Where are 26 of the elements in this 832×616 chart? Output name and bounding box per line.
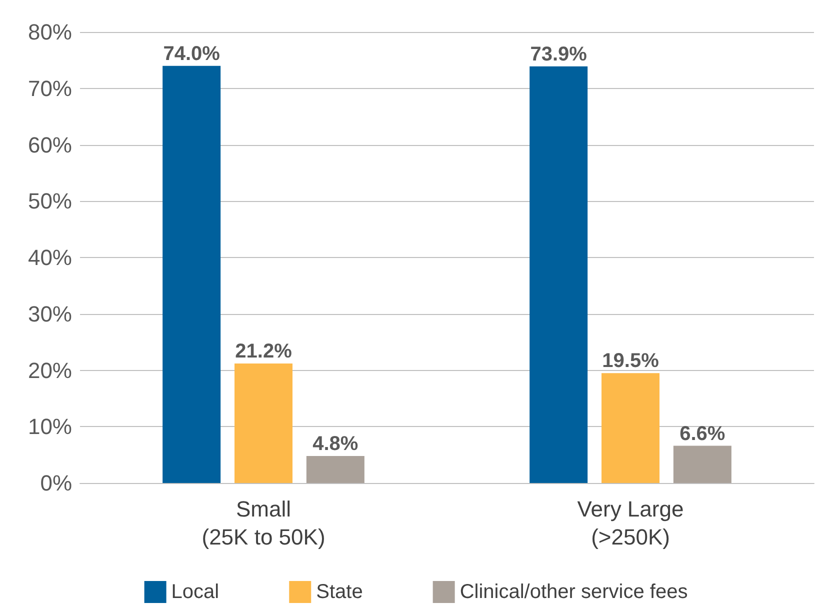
legend-label: Clinical/other service fees [460, 581, 688, 603]
data-label: 21.2% [235, 340, 292, 362]
y-tick-label: 20% [28, 358, 72, 383]
y-tick-label: 10% [28, 414, 72, 440]
bar [162, 66, 221, 483]
y-tick-label: 60% [28, 132, 72, 158]
data-label: 4.8% [312, 432, 358, 455]
data-label: 19.5% [602, 350, 660, 372]
legend-label: State [316, 581, 363, 603]
y-tick-label: 80% [28, 20, 72, 44]
y-tick-label: 50% [28, 188, 72, 214]
legend-label: Local [171, 581, 220, 603]
data-label: 73.9% [530, 43, 588, 66]
x-tick-label: Small (25K to 50K) [202, 496, 326, 550]
bar [234, 363, 292, 483]
bar [306, 456, 364, 483]
bar [602, 373, 660, 483]
bar [530, 66, 588, 483]
y-tick-label: 40% [28, 245, 72, 270]
y-tick-label: 0% [40, 470, 72, 496]
y-tick-label: 30% [28, 301, 72, 326]
y-tick-label: 70% [28, 76, 72, 101]
bar [673, 446, 732, 483]
x-tick-label: Very Large (>250K) [577, 496, 684, 550]
data-label: 74.0% [163, 42, 220, 65]
data-label: 6.6% [680, 422, 726, 445]
